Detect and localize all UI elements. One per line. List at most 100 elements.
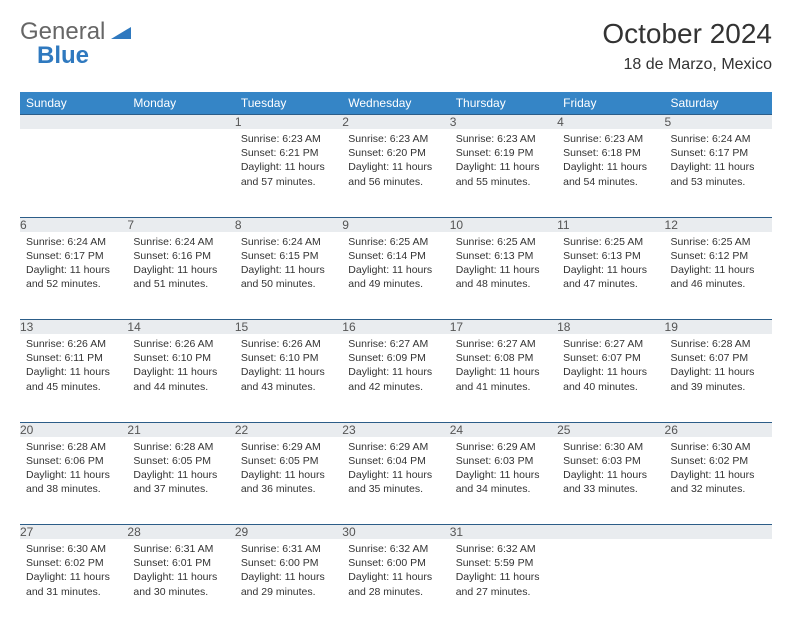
- sunset-text: Sunset: 6:10 PM: [241, 351, 336, 365]
- sunset-text: Sunset: 6:02 PM: [671, 454, 766, 468]
- day-cell: Sunrise: 6:23 AMSunset: 6:18 PMDaylight:…: [557, 129, 664, 217]
- day-cell: Sunrise: 6:23 AMSunset: 6:21 PMDaylight:…: [235, 129, 342, 217]
- sunset-text: Sunset: 6:03 PM: [456, 454, 551, 468]
- sunset-text: Sunset: 6:17 PM: [26, 249, 121, 263]
- day-cell: [557, 539, 664, 627]
- sunrise-text: Sunrise: 6:24 AM: [26, 235, 121, 249]
- day-header: Wednesday: [342, 92, 449, 115]
- sunset-text: Sunset: 6:00 PM: [241, 556, 336, 570]
- day-number: 21: [127, 422, 234, 437]
- title-block: October 2024 18 de Marzo, Mexico: [602, 18, 772, 74]
- daylight-text: Daylight: 11 hours and 29 minutes.: [241, 570, 336, 598]
- day-cell: Sunrise: 6:26 AMSunset: 6:11 PMDaylight:…: [20, 334, 127, 422]
- daylight-text: Daylight: 11 hours and 54 minutes.: [563, 160, 658, 188]
- sunset-text: Sunset: 5:59 PM: [456, 556, 551, 570]
- day-number: 19: [665, 320, 772, 335]
- day-cell: Sunrise: 6:29 AMSunset: 6:04 PMDaylight:…: [342, 437, 449, 525]
- sunset-text: Sunset: 6:03 PM: [563, 454, 658, 468]
- sunset-text: Sunset: 6:07 PM: [671, 351, 766, 365]
- day-cell: Sunrise: 6:32 AMSunset: 6:00 PMDaylight:…: [342, 539, 449, 627]
- sunrise-text: Sunrise: 6:30 AM: [671, 440, 766, 454]
- daylight-text: Daylight: 11 hours and 28 minutes.: [348, 570, 443, 598]
- daylight-text: Daylight: 11 hours and 45 minutes.: [26, 365, 121, 393]
- day-cell: Sunrise: 6:30 AMSunset: 6:03 PMDaylight:…: [557, 437, 664, 525]
- sunrise-text: Sunrise: 6:31 AM: [133, 542, 228, 556]
- day-cell: Sunrise: 6:27 AMSunset: 6:09 PMDaylight:…: [342, 334, 449, 422]
- sunset-text: Sunset: 6:05 PM: [241, 454, 336, 468]
- day-number: 6: [20, 217, 127, 232]
- daylight-text: Daylight: 11 hours and 40 minutes.: [563, 365, 658, 393]
- day-number: 18: [557, 320, 664, 335]
- day-number: 17: [450, 320, 557, 335]
- logo-line2: Blue: [37, 42, 89, 70]
- day-cell: [20, 129, 127, 217]
- day-header: Friday: [557, 92, 664, 115]
- sunset-text: Sunset: 6:13 PM: [563, 249, 658, 263]
- daylight-text: Daylight: 11 hours and 33 minutes.: [563, 468, 658, 496]
- daylight-text: Daylight: 11 hours and 32 minutes.: [671, 468, 766, 496]
- day-cell: Sunrise: 6:23 AMSunset: 6:20 PMDaylight:…: [342, 129, 449, 217]
- sunrise-text: Sunrise: 6:32 AM: [348, 542, 443, 556]
- day-number: 26: [665, 422, 772, 437]
- day-header: Saturday: [665, 92, 772, 115]
- sunset-text: Sunset: 6:06 PM: [26, 454, 121, 468]
- daylight-text: Daylight: 11 hours and 37 minutes.: [133, 468, 228, 496]
- day-number: 10: [450, 217, 557, 232]
- daylight-text: Daylight: 11 hours and 31 minutes.: [26, 570, 121, 598]
- location: 18 de Marzo, Mexico: [602, 56, 772, 74]
- logo-text-blue: Blue: [37, 42, 89, 69]
- day-header: Sunday: [20, 92, 127, 115]
- daylight-text: Daylight: 11 hours and 53 minutes.: [671, 160, 766, 188]
- calendar-header-row: SundayMondayTuesdayWednesdayThursdayFrid…: [20, 92, 772, 115]
- sunrise-text: Sunrise: 6:26 AM: [133, 337, 228, 351]
- daylight-text: Daylight: 11 hours and 36 minutes.: [241, 468, 336, 496]
- day-cell: [665, 539, 772, 627]
- sunrise-text: Sunrise: 6:24 AM: [241, 235, 336, 249]
- daylight-text: Daylight: 11 hours and 41 minutes.: [456, 365, 551, 393]
- daylight-text: Daylight: 11 hours and 27 minutes.: [456, 570, 551, 598]
- sunrise-text: Sunrise: 6:31 AM: [241, 542, 336, 556]
- day-number: 13: [20, 320, 127, 335]
- day-number: 7: [127, 217, 234, 232]
- sunrise-text: Sunrise: 6:29 AM: [241, 440, 336, 454]
- day-cell: Sunrise: 6:24 AMSunset: 6:16 PMDaylight:…: [127, 232, 234, 320]
- sunrise-text: Sunrise: 6:23 AM: [348, 132, 443, 146]
- day-cell: [127, 129, 234, 217]
- day-number: 20: [20, 422, 127, 437]
- sunset-text: Sunset: 6:21 PM: [241, 146, 336, 160]
- sunrise-text: Sunrise: 6:23 AM: [241, 132, 336, 146]
- sunset-text: Sunset: 6:05 PM: [133, 454, 228, 468]
- sunset-text: Sunset: 6:07 PM: [563, 351, 658, 365]
- day-number: 12: [665, 217, 772, 232]
- day-number: 16: [342, 320, 449, 335]
- day-number: 5: [665, 115, 772, 130]
- day-number: 29: [235, 525, 342, 540]
- sunrise-text: Sunrise: 6:24 AM: [133, 235, 228, 249]
- daylight-text: Daylight: 11 hours and 39 minutes.: [671, 365, 766, 393]
- daylight-text: Daylight: 11 hours and 44 minutes.: [133, 365, 228, 393]
- sunrise-text: Sunrise: 6:28 AM: [133, 440, 228, 454]
- header: General October 2024 18 de Marzo, Mexico: [20, 18, 772, 74]
- day-number: 31: [450, 525, 557, 540]
- day-number: 30: [342, 525, 449, 540]
- day-number: 14: [127, 320, 234, 335]
- sunset-text: Sunset: 6:01 PM: [133, 556, 228, 570]
- day-cell: Sunrise: 6:25 AMSunset: 6:14 PMDaylight:…: [342, 232, 449, 320]
- sunset-text: Sunset: 6:09 PM: [348, 351, 443, 365]
- daylight-text: Daylight: 11 hours and 34 minutes.: [456, 468, 551, 496]
- daylight-text: Daylight: 11 hours and 43 minutes.: [241, 365, 336, 393]
- sunrise-text: Sunrise: 6:27 AM: [563, 337, 658, 351]
- sunset-text: Sunset: 6:18 PM: [563, 146, 658, 160]
- day-cell: Sunrise: 6:24 AMSunset: 6:17 PMDaylight:…: [20, 232, 127, 320]
- day-cell: Sunrise: 6:29 AMSunset: 6:03 PMDaylight:…: [450, 437, 557, 525]
- day-header: Tuesday: [235, 92, 342, 115]
- day-cell: Sunrise: 6:28 AMSunset: 6:06 PMDaylight:…: [20, 437, 127, 525]
- day-cell: Sunrise: 6:31 AMSunset: 6:00 PMDaylight:…: [235, 539, 342, 627]
- day-cell: Sunrise: 6:25 AMSunset: 6:13 PMDaylight:…: [450, 232, 557, 320]
- day-number: 2: [342, 115, 449, 130]
- day-number: 22: [235, 422, 342, 437]
- day-number: 8: [235, 217, 342, 232]
- day-number: 28: [127, 525, 234, 540]
- sunrise-text: Sunrise: 6:26 AM: [26, 337, 121, 351]
- day-number: [665, 525, 772, 540]
